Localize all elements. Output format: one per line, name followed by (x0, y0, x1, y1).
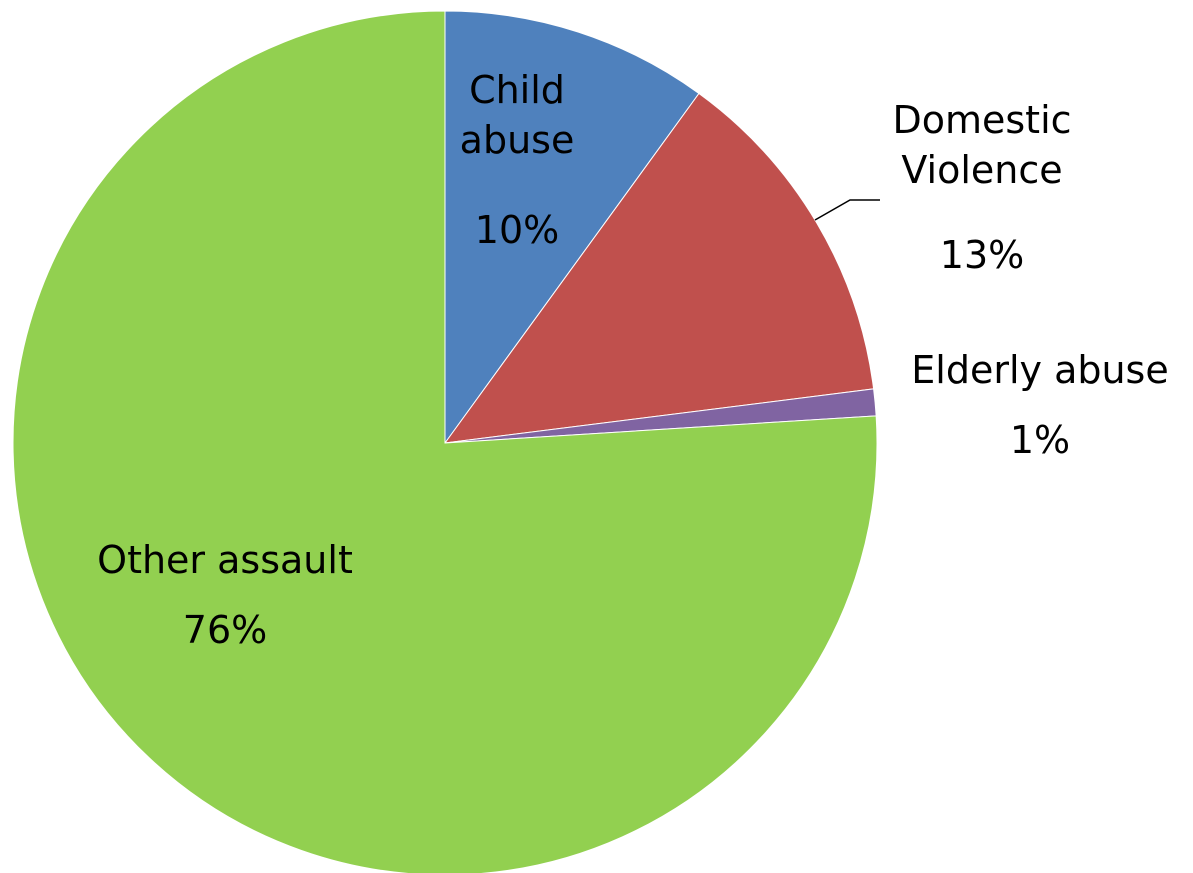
pie-slice (443, 92, 875, 444)
pie-slice (12, 10, 878, 873)
slice-label: Child abuse (459, 68, 575, 162)
slice-label: Other assault (97, 538, 353, 582)
slice-label: Elderly abuse (911, 348, 1169, 392)
value-label: 1% (1009, 418, 1071, 462)
slice-label: Domestic Violence (892, 98, 1072, 192)
pie-slice (444, 10, 700, 445)
value-label: 76% (182, 608, 268, 652)
leader-line (814, 199, 880, 221)
value-label: 13% (939, 233, 1025, 277)
value-label: 10% (474, 208, 560, 252)
